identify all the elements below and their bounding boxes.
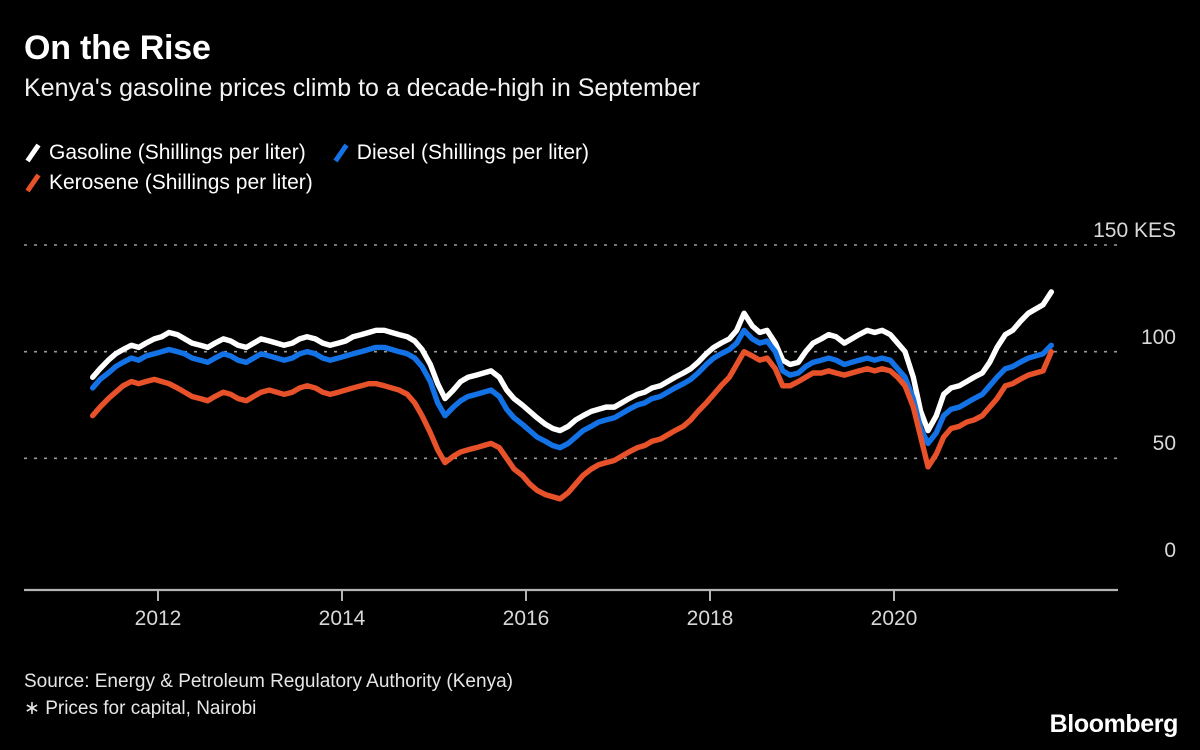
page-title: On the Rise [24, 29, 211, 67]
legend-label-diesel: Diesel (Shillings per liter) [356, 141, 590, 164]
x-tick-label-2012: 2012 [134, 607, 182, 630]
series-line-diesel [89, 327, 1055, 451]
note-text: ∗ Prices for capital, Nairobi [24, 698, 257, 719]
legend-row: Kerosene (Shillings per liter) [24, 168, 1024, 198]
bloomberg-logo: Bloomberg [1049, 710, 1179, 738]
series-line-gasoline [89, 289, 1055, 434]
chart-header: On the Rise Kenya's gasoline prices clim… [24, 28, 700, 104]
legend-swatch-kerosene-icon [25, 173, 41, 193]
legend-label-gasoline: Gasoline (Shillings per liter) [49, 141, 306, 164]
chart-footnotes: Source: Energy & Petroleum Regulatory Au… [24, 668, 513, 722]
legend-row: Gasoline (Shillings per liter) Diesel (S… [24, 138, 1024, 168]
legend-swatch-gasoline-icon [25, 143, 41, 163]
chart-subtitle: Kenya's gasoline prices climb to a decad… [24, 74, 700, 102]
legend-item-gasoline[interactable]: Gasoline (Shillings per liter) [24, 142, 306, 164]
y-tick-label-50: 50 [1152, 432, 1176, 456]
legend-item-kerosene[interactable]: Kerosene (Shillings per liter) [24, 172, 313, 194]
y-tick-label-150: 150 KES [1093, 219, 1176, 242]
source-text: Source: Energy & Petroleum Regulatory Au… [24, 671, 513, 692]
x-tick-label-2020: 2020 [870, 607, 918, 630]
y-tick-label-0: 0 [1164, 539, 1176, 562]
legend-swatch-diesel-icon [333, 143, 349, 163]
series-line-kerosene [89, 348, 1055, 502]
x-tick-label-2016: 2016 [502, 607, 550, 630]
legend-label-kerosene: Kerosene (Shillings per liter) [49, 171, 313, 194]
legend-item-diesel[interactable]: Diesel (Shillings per liter) [332, 142, 589, 164]
x-tick-label-2018: 2018 [686, 607, 734, 630]
y-tick-label-100: 100 [1140, 325, 1176, 349]
x-tick-label-2014: 2014 [318, 607, 366, 630]
chart-legend: Gasoline (Shillings per liter) Diesel (S… [24, 138, 1024, 198]
